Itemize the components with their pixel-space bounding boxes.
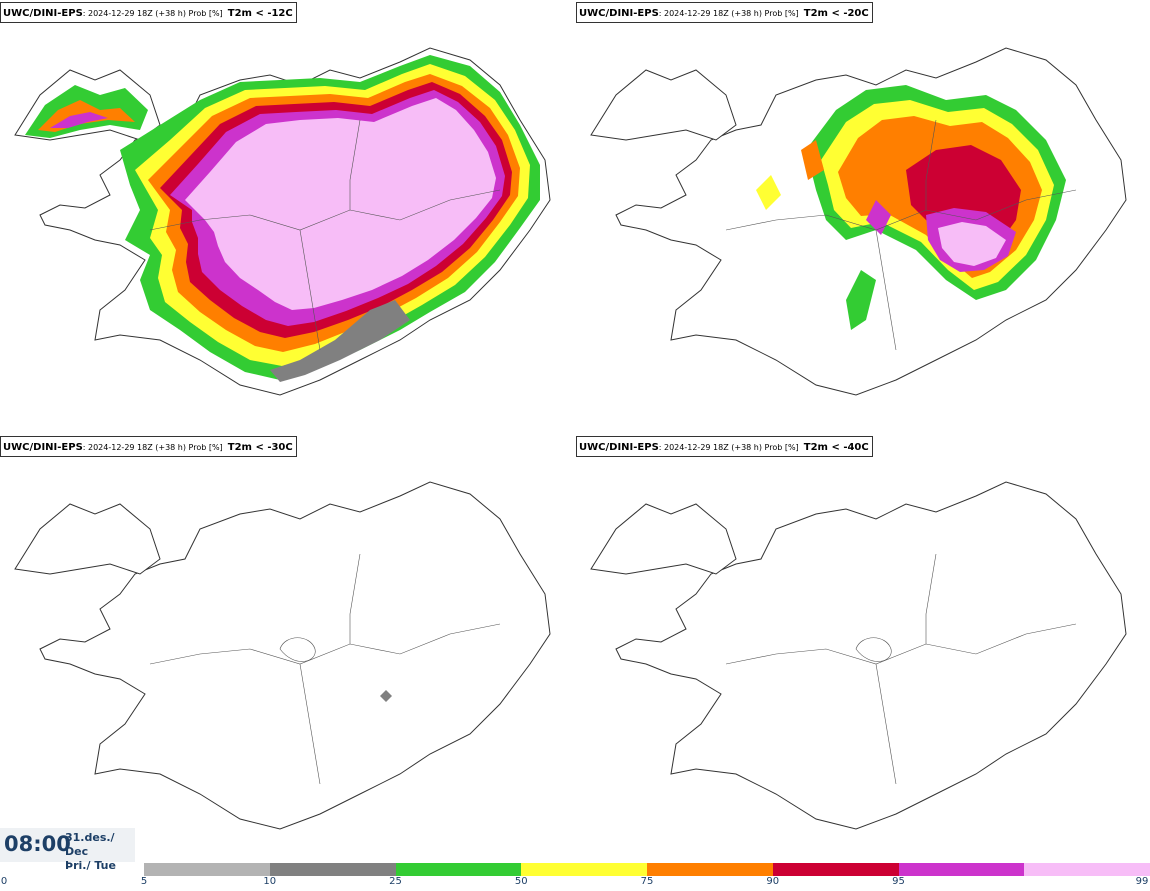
iceland-coastline [14, 481, 551, 830]
map-panel-t2m-below-minus12: UWC/DINI-EPS: 2024-12-29 18Z (+38 h) Pro… [0, 0, 574, 432]
inland-boundaries [149, 119, 501, 351]
colorbar-segment [647, 863, 773, 876]
probability-shading-minus30 [380, 690, 392, 702]
probability-shading-minus12 [25, 55, 540, 382]
model-source: UWC/DINI-EPS [3, 8, 83, 19]
probability-shading-minus20 [756, 85, 1066, 330]
colorbar-tick-label: 95 [892, 876, 905, 887]
run-meta: : 2024-12-29 18Z (+38 h) Prob [%] [658, 9, 799, 18]
iceland-map-minus30 [14, 481, 551, 830]
iceland-map-minus20 [590, 47, 1127, 396]
valid-time-date: 31.des./ Dec Þri./ Tue [65, 831, 135, 873]
colorbar-tick-label: 75 [640, 876, 654, 887]
colorbar-segment [1024, 863, 1150, 876]
model-source: UWC/DINI-EPS [579, 8, 659, 19]
map-panel-t2m-below-minus40: UWC/DINI-EPS: 2024-12-29 18Z (+38 h) Pro… [576, 434, 1150, 866]
map-panel-t2m-below-minus30: UWC/DINI-EPS: 2024-12-29 18Z (+38 h) Pro… [0, 434, 574, 866]
colorbar-tick-label: 25 [389, 876, 402, 887]
run-meta: : 2024-12-29 18Z (+38 h) Prob [%] [82, 9, 223, 18]
date-line-2: Þri./ Tue [65, 859, 116, 872]
inland-boundaries [149, 553, 501, 785]
date-line-1: 31.des./ Dec [65, 831, 115, 858]
panel-title: UWC/DINI-EPS: 2024-12-29 18Z (+38 h) Pro… [0, 2, 297, 23]
colorbar-tick-label: 10 [263, 876, 277, 887]
colorbar-segment [521, 863, 647, 876]
inland-boundaries [725, 553, 1077, 785]
inland-boundaries [725, 119, 1077, 351]
colorbar-tick-label: 90 [766, 876, 780, 887]
run-meta: : 2024-12-29 18Z (+38 h) Prob [%] [658, 443, 799, 452]
model-source: UWC/DINI-EPS [3, 442, 83, 453]
threshold-variable: T2m < -20C [803, 8, 869, 19]
iceland-map-minus40 [590, 481, 1127, 830]
model-source: UWC/DINI-EPS [579, 442, 659, 453]
iceland-coastline [590, 481, 1127, 830]
valid-time-clock: 08:00 [4, 832, 71, 856]
colorbar-segment [898, 863, 1025, 876]
colorbar-segment [144, 863, 270, 876]
panel-title: UWC/DINI-EPS: 2024-12-29 18Z (+38 h) Pro… [576, 2, 873, 23]
threshold-variable: T2m < -40C [803, 442, 869, 453]
valid-time-box: 08:00 31.des./ Dec Þri./ Tue [0, 828, 135, 872]
iceland-map-minus12 [14, 47, 551, 396]
threshold-variable: T2m < -30C [227, 442, 293, 453]
colorbar-tick-label: 5 [140, 876, 148, 887]
colorbar-ticks: 0 5 10 25 50 75 90 95 99 [0, 876, 1150, 890]
probability-colorbar [144, 863, 1150, 876]
panel-title: UWC/DINI-EPS: 2024-12-29 18Z (+38 h) Pro… [0, 436, 297, 457]
colorbar-segment [772, 863, 899, 876]
colorbar-segment [395, 863, 522, 876]
map-panel-t2m-below-minus20: UWC/DINI-EPS: 2024-12-29 18Z (+38 h) Pro… [576, 0, 1150, 432]
panel-title: UWC/DINI-EPS: 2024-12-29 18Z (+38 h) Pro… [576, 436, 873, 457]
threshold-variable: T2m < -12C [227, 8, 293, 19]
run-meta: : 2024-12-29 18Z (+38 h) Prob [%] [82, 443, 223, 452]
colorbar-tick-label: 99 [1135, 876, 1149, 887]
colorbar-tick-label: 50 [514, 876, 528, 887]
colorbar-segment [269, 863, 396, 876]
colorbar-tick-label: 0 [0, 876, 8, 887]
